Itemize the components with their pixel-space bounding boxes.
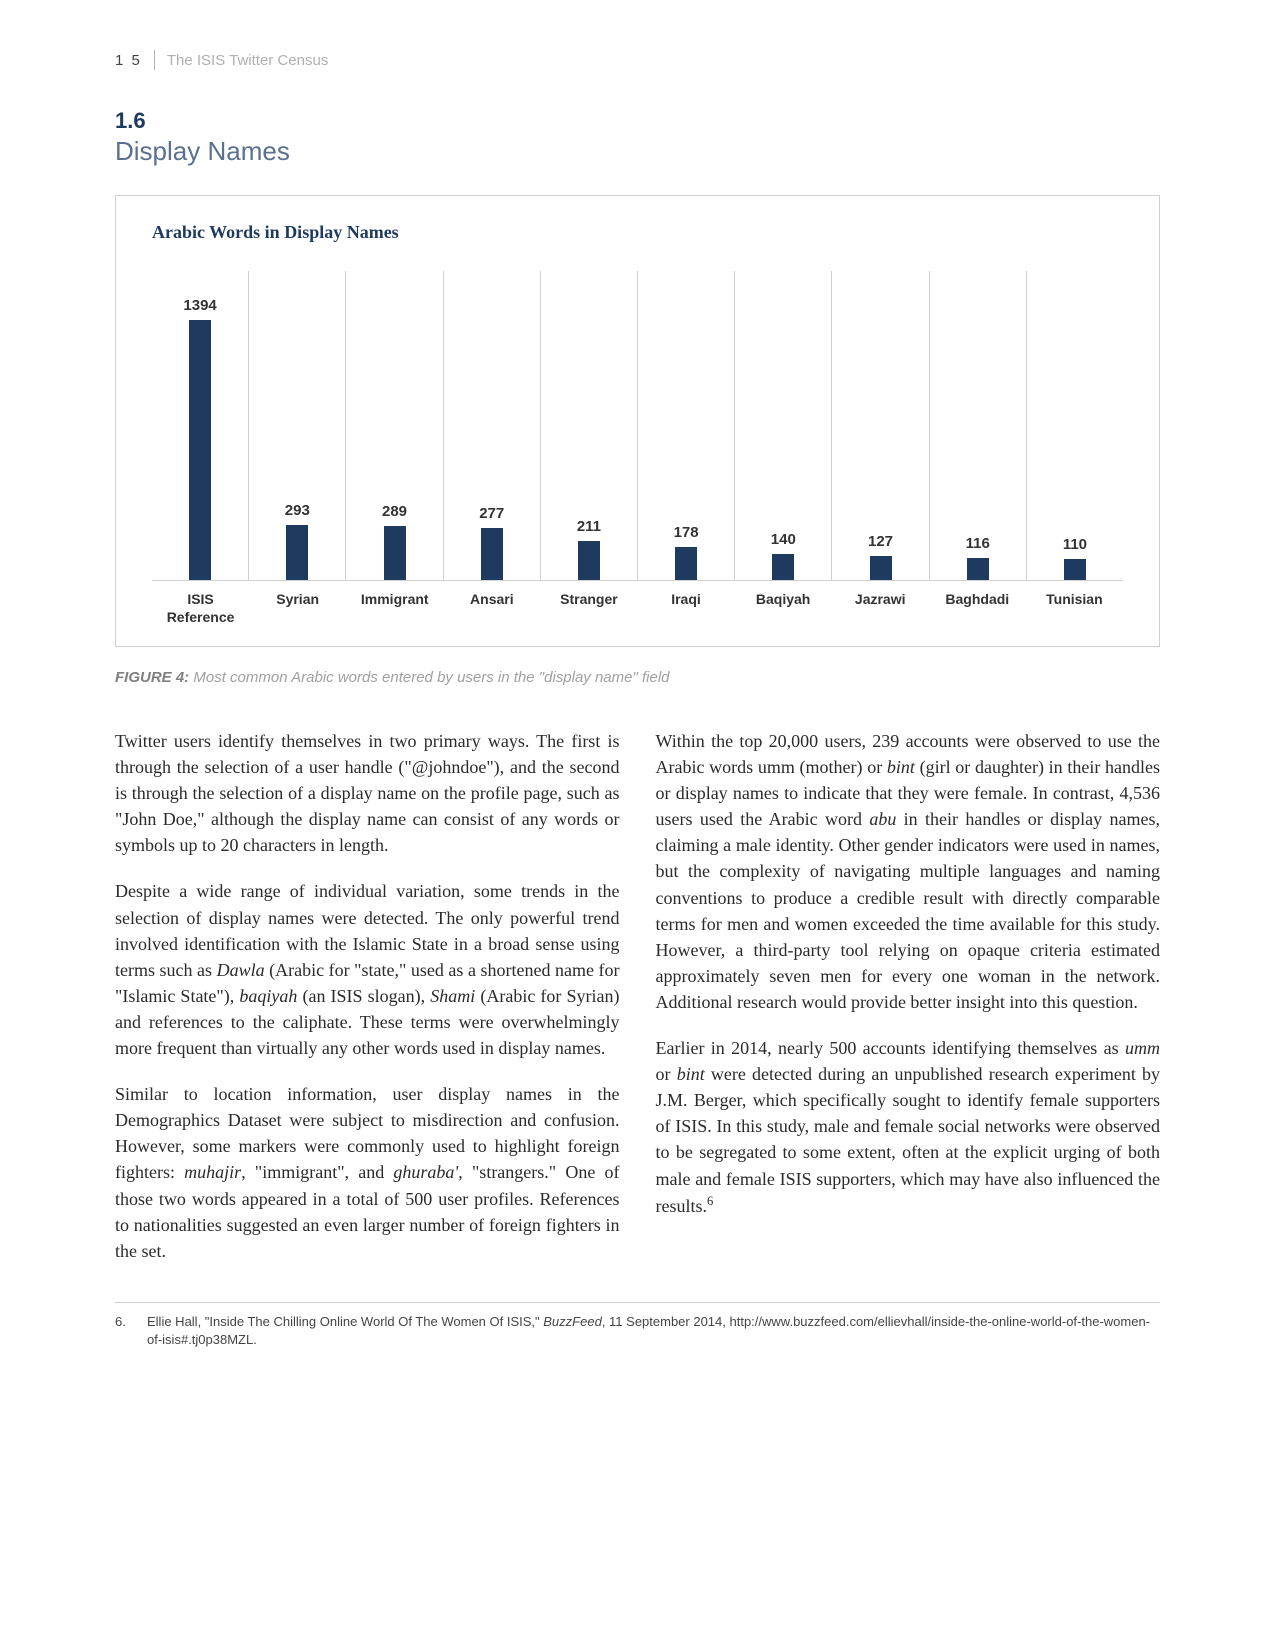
bar	[870, 556, 892, 580]
bar-label: Ansari	[443, 591, 540, 626]
section-number: 1.6	[115, 108, 1160, 134]
bar-group: 110	[1027, 271, 1123, 580]
bar	[384, 526, 406, 580]
bar-value: 277	[479, 505, 504, 522]
figure-caption: FIGURE 4: Most common Arabic words enter…	[115, 669, 1160, 686]
body-columns: Twitter users identify themselves in two…	[115, 728, 1160, 1284]
bar-group: 1394	[152, 271, 249, 580]
bar-label: Jazrawi	[832, 591, 929, 626]
figure-label: FIGURE 4:	[115, 669, 189, 686]
bar-value: 140	[771, 531, 796, 548]
chart-labels-row: ISISReferenceSyrianImmigrantAnsariStrang…	[152, 591, 1123, 626]
bar-group: 293	[249, 271, 346, 580]
chart-plot-area: 1394 293 289 277 211 178 140 127 116 110	[152, 271, 1123, 581]
chart-container: Arabic Words in Display Names 1394 293 289…	[115, 195, 1160, 647]
bar-group: 178	[638, 271, 735, 580]
bar-group: 116	[930, 271, 1027, 580]
bar-value: 293	[285, 502, 310, 519]
page-header: 1 5 The ISIS Twitter Census	[115, 50, 1160, 70]
bar-label: Tunisian	[1026, 591, 1123, 626]
footnote-divider	[115, 1302, 1160, 1303]
body-paragraph: Within the top 20,000 users, 239 account…	[656, 728, 1161, 1015]
footnote-ref: 6	[707, 1194, 713, 1208]
bar-value: 1394	[183, 297, 216, 314]
column-left: Twitter users identify themselves in two…	[115, 728, 620, 1284]
bar	[578, 541, 600, 580]
bar-group: 140	[735, 271, 832, 580]
body-paragraph: Twitter users identify themselves in two…	[115, 728, 620, 858]
bar	[286, 525, 308, 580]
bar	[675, 547, 697, 580]
bar	[189, 320, 211, 580]
figure-caption-text: Most common Arabic words entered by user…	[193, 669, 669, 686]
page-number: 1 5	[115, 52, 142, 69]
bar-label: Iraqi	[637, 591, 734, 626]
header-divider	[154, 50, 155, 70]
bar-label: Baghdadi	[929, 591, 1026, 626]
running-title: The ISIS Twitter Census	[167, 52, 328, 69]
bar-value: 211	[577, 518, 601, 535]
body-paragraph: Earlier in 2014, nearly 500 accounts ide…	[656, 1035, 1161, 1219]
bar-label: Immigrant	[346, 591, 443, 626]
bar	[481, 528, 503, 580]
footnote: 6. Ellie Hall, "Inside The Chilling Onli…	[115, 1313, 1160, 1349]
bar-value: 127	[868, 533, 893, 550]
chart-title: Arabic Words in Display Names	[152, 222, 1123, 243]
bar-value: 178	[674, 524, 699, 541]
bar-group: 211	[541, 271, 638, 580]
bar	[772, 554, 794, 580]
footnote-text: Ellie Hall, "Inside The Chilling Online …	[147, 1313, 1160, 1349]
bar-value: 110	[1063, 536, 1087, 553]
bar-group: 277	[444, 271, 541, 580]
bar	[967, 558, 989, 580]
body-paragraph: Similar to location information, user di…	[115, 1081, 620, 1264]
body-paragraph: Despite a wide range of individual varia…	[115, 878, 620, 1061]
bar-value: 116	[966, 535, 990, 552]
bar-value: 289	[382, 503, 407, 520]
column-right: Within the top 20,000 users, 239 account…	[656, 728, 1161, 1284]
bar	[1064, 559, 1086, 580]
bar-label: Stranger	[540, 591, 637, 626]
footnote-number: 6.	[115, 1313, 133, 1349]
bar-label: ISISReference	[152, 591, 249, 626]
section-title: Display Names	[115, 136, 1160, 167]
bar-group: 289	[346, 271, 443, 580]
bar-label: Syrian	[249, 591, 346, 626]
bar-group: 127	[832, 271, 929, 580]
bar-label: Baqiyah	[735, 591, 832, 626]
